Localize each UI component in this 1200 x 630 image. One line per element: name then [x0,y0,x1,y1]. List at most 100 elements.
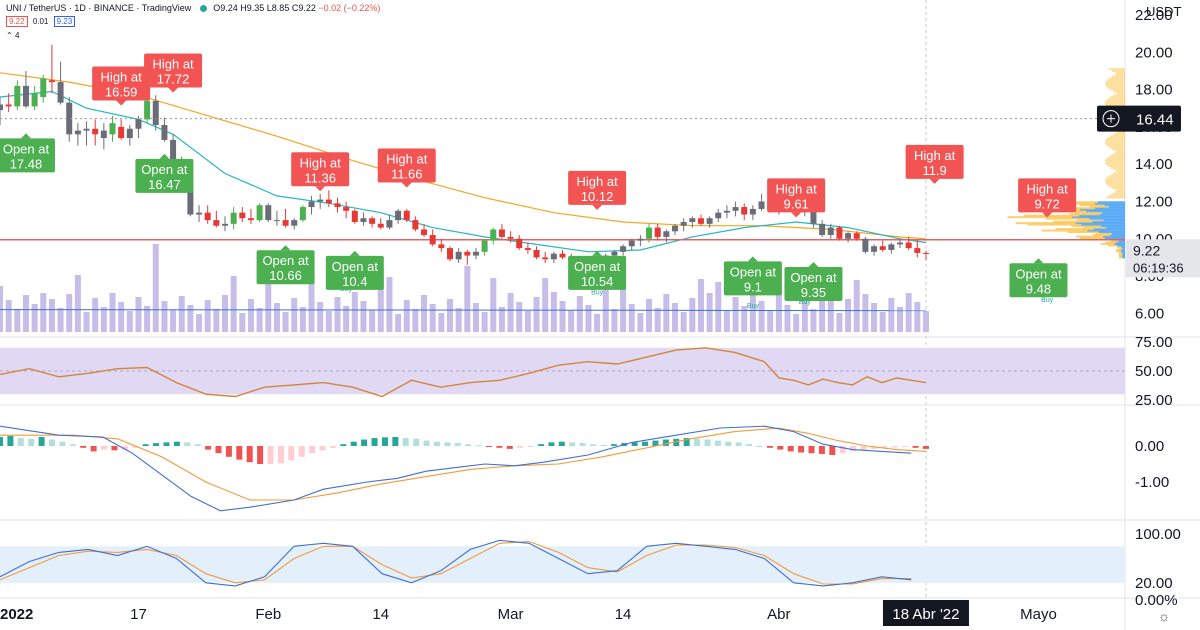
volume-bar [914,302,921,332]
price-tick-label: 22.00 [1135,7,1173,24]
volume-profile-bar [1089,217,1125,220]
macd-histogram-bar [735,442,742,446]
candle-body [905,242,912,249]
volume-profile-bar [1023,214,1080,217]
candle-body [40,78,47,98]
candle-body [663,231,670,237]
volume-profile-bar [1064,201,1098,204]
candle-body [447,248,453,260]
chevron-down-icon[interactable]: ⌃ [6,31,13,40]
candle-body [697,218,704,224]
rsi-tick-label: 25.00 [1135,392,1173,409]
volume-profile-bar [1007,216,1073,219]
currency-label[interactable]: USDT [1146,4,1182,19]
volume-bar [325,311,332,332]
candle-body [204,212,211,221]
candle-body [715,212,722,219]
macd-histogram-bar [870,446,877,449]
label-pointer [280,245,291,251]
annotation-title: Open at [332,259,379,274]
sell-price-button[interactable]: 9.22 [6,16,28,27]
annotation-title: Open at [790,270,837,285]
candle-body [706,218,713,224]
volume-bar [568,310,575,332]
candle-body [464,251,471,256]
volume-bar [516,302,523,332]
plus-icon [1102,110,1120,128]
candle-body [749,208,756,215]
annotation-value: 9.35 [801,285,826,300]
macd-histogram-bar [319,446,326,451]
volume-bar [697,279,704,332]
candle-body [819,223,826,236]
volume-bar [862,294,869,332]
volume-profile-bar [1105,84,1125,87]
last-price-badge [1126,239,1200,278]
macd-histogram-bar [184,442,191,446]
volume-bar [0,286,3,332]
candle-body [187,188,194,215]
candle-body [853,233,860,239]
volume-profile-bar [1118,240,1125,243]
label-pointer [349,250,360,256]
volume-profile-bar [1105,159,1125,162]
symbol-title[interactable]: UNI / TetherUS · 1D · BINANCE · TradingV… [6,3,192,13]
annotation-value: 10.12 [581,189,614,204]
volume-profile-bar [1107,165,1125,168]
macd-histogram-bar [80,446,87,448]
volume-bar [395,314,402,332]
volume-profile-bar [1114,242,1125,245]
candle-body [421,229,428,236]
ema-fast-line [0,90,927,253]
volume-bar [66,294,73,332]
price-tick-label: 18.00 [1135,82,1173,99]
macd-histogram-bar [225,446,232,457]
volume-bar [836,313,843,332]
volume-bar [775,268,782,332]
volume-profile-bar [1077,219,1104,222]
annotation-value: 16.47 [148,177,181,192]
open-label [568,255,627,290]
macd-histogram-bar [517,446,524,448]
last-price: 9.22 [1133,242,1160,258]
macd-tick-label: -1.00 [1135,474,1169,491]
volume-profile-bar [1109,135,1125,138]
candle-body [654,227,661,237]
stoch-tick-label: 100.00 [1135,526,1181,543]
indicator-toggle[interactable]: ⌃ 4 [6,31,19,40]
macd-histogram-bar [922,446,929,449]
volume-bar [421,295,428,332]
annotation-value: 16.59 [105,85,138,100]
volume-profile-bar [1079,214,1125,217]
volume-profile-bar [1118,247,1123,250]
volume-bar [810,309,817,332]
volume-profile-bar [1107,97,1125,100]
label-pointer [747,256,758,262]
macd-histogram-bar [538,444,545,446]
buy-price-button[interactable]: 9.23 [53,16,76,27]
macd-histogram-bar [17,438,24,446]
volume-profile-bar [1083,226,1107,229]
candle-body [871,246,878,252]
buy-signal: Buy [591,290,604,297]
annotation-value: 9.1 [744,279,762,294]
gear-icon[interactable]: ☼ [1158,608,1171,624]
candle-body [845,233,852,239]
volume-bar [438,313,445,332]
candle-body [325,199,332,204]
volume-profile-bar [1107,86,1125,89]
macd-histogram-bar [215,446,222,454]
candle-body [516,238,523,249]
macd-histogram-bar [766,446,773,448]
candle-body [282,220,289,226]
volume-bar [334,297,341,332]
label-pointer [401,182,412,188]
volume-bar [447,299,453,332]
open-label [135,158,194,193]
volume-profile-bar [1100,225,1125,228]
macd-histogram-bar [49,439,56,446]
candle-body [109,123,116,135]
volume-profile-bar [1110,166,1125,169]
volume-bar [351,292,358,332]
